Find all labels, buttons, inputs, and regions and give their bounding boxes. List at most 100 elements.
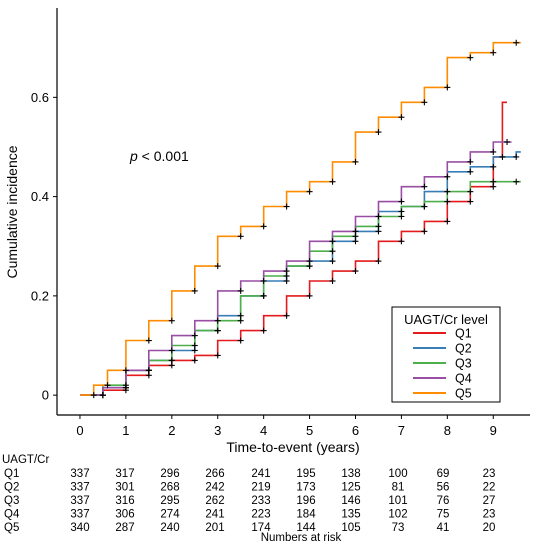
risk-table-cell: 102 bbox=[388, 509, 407, 521]
risk-table-cell: 201 bbox=[205, 522, 224, 534]
censor-mark-q4 bbox=[145, 367, 152, 374]
risk-table-cell: 266 bbox=[205, 468, 224, 480]
risk-table-cell: 105 bbox=[341, 522, 360, 534]
risk-table-header: UAGT/Cr bbox=[2, 454, 49, 466]
censor-mark-q5 bbox=[122, 367, 129, 374]
risk-table-cell: 296 bbox=[160, 468, 179, 480]
risk-table-cell: 241 bbox=[251, 468, 270, 480]
censor-mark-q4 bbox=[467, 158, 474, 165]
risk-table-cell: 100 bbox=[388, 468, 407, 480]
risk-table-cell: 69 bbox=[437, 468, 450, 480]
risk-table-cell: 20 bbox=[483, 522, 496, 534]
censor-mark-q3 bbox=[237, 317, 244, 324]
y-axis-label: Cumulative incidence bbox=[4, 145, 20, 278]
risk-table-cell: 22 bbox=[483, 482, 496, 494]
risk-table-cell: 233 bbox=[251, 495, 270, 507]
censor-mark-q1 bbox=[398, 238, 405, 245]
risk-table-cell: 195 bbox=[296, 468, 315, 480]
legend-label: Q3 bbox=[455, 357, 472, 371]
risk-table-cell: 337 bbox=[70, 495, 89, 507]
censor-mark-q4 bbox=[283, 268, 290, 275]
risk-table-cell: 241 bbox=[205, 509, 224, 521]
censor-mark-q4 bbox=[398, 198, 405, 205]
risk-table-cell: 316 bbox=[115, 495, 134, 507]
censor-mark-q5 bbox=[398, 114, 405, 121]
risk-table-cell: 125 bbox=[341, 482, 360, 494]
x-tick-label: 8 bbox=[444, 423, 451, 438]
censor-mark-q1 bbox=[214, 352, 221, 359]
risk-table-cell: 317 bbox=[115, 468, 134, 480]
censor-mark-q4 bbox=[490, 148, 497, 155]
risk-table-cell: 174 bbox=[251, 522, 271, 534]
censor-mark-q3 bbox=[398, 213, 405, 220]
censor-mark-q4 bbox=[168, 347, 175, 354]
risk-table-cell: 196 bbox=[296, 495, 315, 507]
p-value-italic: p bbox=[129, 148, 138, 164]
y-tick-label: 0.2 bbox=[31, 288, 49, 303]
censor-mark-q1 bbox=[444, 218, 451, 225]
censor-mark-q5 bbox=[191, 287, 198, 294]
censor-mark-q4 bbox=[375, 213, 382, 220]
legend-box bbox=[391, 306, 501, 403]
risk-table-row: Q4 337 306 274 241 223 184 135 102 75 23 bbox=[4, 509, 495, 521]
censor-mark-q5 bbox=[168, 317, 175, 324]
censor-mark-q1 bbox=[375, 258, 382, 265]
x-tick-label: 5 bbox=[306, 423, 313, 438]
p-value-annotation: p < 0.001 bbox=[129, 148, 189, 164]
risk-table-cell: 306 bbox=[115, 509, 134, 521]
x-axis-label: Time-to-event (years) bbox=[226, 439, 359, 455]
censor-mark-q5 bbox=[352, 158, 359, 165]
risk-table-cell: 223 bbox=[251, 509, 270, 521]
risk-table-cell: 337 bbox=[70, 509, 89, 521]
censor-mark-q5 bbox=[260, 223, 267, 230]
risk-table-cell: 75 bbox=[437, 509, 450, 521]
y-tick-label: 0.4 bbox=[31, 189, 49, 204]
legend-label: Q2 bbox=[455, 342, 472, 356]
risk-table-cell: 301 bbox=[115, 482, 134, 494]
risk-table-cell: 268 bbox=[160, 482, 179, 494]
censor-mark-q4 bbox=[352, 228, 359, 235]
censor-mark-q3 bbox=[214, 327, 221, 334]
risk-table-cell: 219 bbox=[251, 482, 270, 494]
censor-mark-q5 bbox=[214, 263, 221, 270]
censor-mark-q1 bbox=[421, 228, 428, 235]
x-tick-label: 9 bbox=[490, 423, 497, 438]
censor-mark-q2 bbox=[513, 153, 520, 160]
risk-table-cell: 56 bbox=[437, 482, 450, 494]
censor-mark-q3 bbox=[421, 203, 428, 210]
legend-title: UAGT/Cr level bbox=[404, 312, 488, 327]
risk-table-cell: 240 bbox=[160, 522, 179, 534]
risk-table-cell: 337 bbox=[70, 468, 89, 480]
censor-mark-q1 bbox=[260, 327, 267, 334]
censor-mark-q4 bbox=[504, 139, 511, 146]
censor-mark-q4 bbox=[99, 392, 106, 399]
risk-table: UAGT/Cr Q1 337 317 296 266 241 195 138 100 69 23 Q2… bbox=[2, 454, 495, 544]
censor-mark-q5 bbox=[421, 99, 428, 106]
censor-mark-q5 bbox=[145, 337, 152, 344]
x-tick-label: 1 bbox=[122, 423, 129, 438]
legend-item-q2: Q2 bbox=[413, 342, 472, 356]
censor-mark-q2 bbox=[329, 258, 336, 265]
censor-mark-q4 bbox=[306, 258, 313, 265]
series-line-q3 bbox=[80, 180, 521, 396]
censor-mark-q5 bbox=[306, 188, 313, 195]
censor-mark-q4 bbox=[122, 384, 129, 391]
risk-table-cell: 184 bbox=[296, 509, 316, 521]
censor-mark-q5 bbox=[283, 203, 290, 210]
risk-row-label: Q2 bbox=[4, 482, 19, 494]
risk-table-cell: 27 bbox=[483, 495, 496, 507]
y-tick-label: 0.6 bbox=[31, 90, 49, 105]
x-tick-label: 7 bbox=[398, 423, 405, 438]
risk-table-cell: 101 bbox=[388, 495, 407, 507]
censor-mark-q5 bbox=[237, 233, 244, 240]
censor-mark-q1 bbox=[191, 357, 198, 364]
censor-mark-q5 bbox=[490, 49, 497, 56]
risk-table-cell: 295 bbox=[160, 495, 179, 507]
censor-mark-q2 bbox=[444, 188, 451, 195]
risk-table-cell: 337 bbox=[70, 482, 89, 494]
censor-mark-q2 bbox=[490, 163, 497, 170]
censor-mark-q1 bbox=[306, 292, 313, 299]
risk-table-cell: 23 bbox=[483, 509, 496, 521]
p-value-text: < 0.001 bbox=[138, 148, 189, 164]
